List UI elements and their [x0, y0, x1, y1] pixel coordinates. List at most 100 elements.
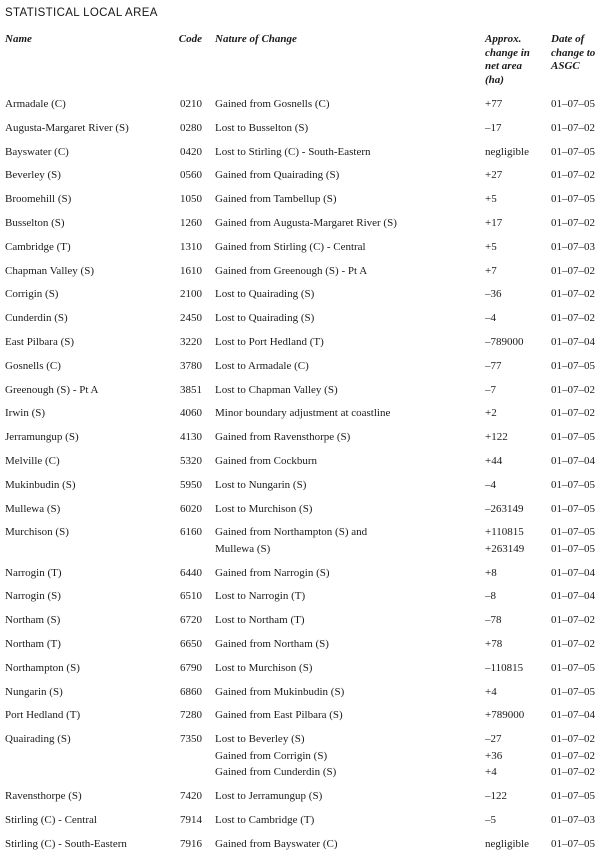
date-cell: 01–07–02: [551, 310, 607, 327]
date-cell-line: 01–07–02: [551, 733, 595, 746]
name-cell-line: Armadale (C): [5, 98, 66, 110]
name-cell-line: Mullewa (S): [5, 502, 61, 515]
date-cell: 01–07–02: [551, 636, 607, 653]
name-cell-line: Gosnells (C): [5, 359, 61, 372]
date-cell: 01–07–02: [551, 382, 607, 399]
code-cell-line: 0280: [180, 121, 202, 134]
nature-cell: Lost to Northam (T): [202, 612, 485, 629]
table-row: Augusta-Margaret River (S) 0280 Lost to Bu…: [0, 120, 607, 137]
name-cell: Bayswater (C): [5, 144, 173, 161]
header-line: change to: [551, 46, 596, 59]
nature-cell: Gained from Greenough (S) - Pt A: [202, 263, 485, 280]
date-cell: 01–07–02: [551, 215, 607, 232]
table-row: Northam (S) 6720 Lost to Northam (T) –78 01–…: [0, 612, 607, 629]
table-row: Irwin (S) 4060 Minor boundary adjustment a…: [0, 405, 607, 422]
nature-cell: Gained from Northam (S): [202, 636, 485, 653]
change-cell-line: +78: [485, 638, 503, 651]
date-cell-line: 01–07–02: [551, 749, 595, 762]
change-cell-line: –78: [485, 614, 502, 627]
code-cell-line: 7420: [180, 790, 202, 803]
name-cell-line: Quairading (S): [5, 733, 71, 746]
date-cell: 01–07–03: [551, 812, 607, 829]
name-cell: Northampton (S): [5, 660, 173, 677]
date-cell-line: 01–07–05: [551, 359, 595, 372]
name-cell-line: Cambridge (T): [5, 240, 71, 253]
name-cell: Corrigin (S): [5, 286, 173, 303]
date-cell: 01–07–05: [551, 684, 607, 701]
date-cell-line: 01–07–02: [551, 288, 595, 301]
code-cell-line: 1610: [180, 264, 202, 277]
code-cell-line: 7350: [180, 733, 202, 746]
header-line: Date of: [551, 33, 585, 45]
nature-cell-line: Gained from Ravensthorpe (S): [215, 431, 351, 444]
code-cell: 6720: [173, 612, 202, 629]
date-cell-line: 01–07–05: [551, 98, 595, 110]
code-cell: 6510: [173, 588, 202, 605]
name-cell: Gosnells (C): [5, 358, 173, 375]
name-cell-line: Northam (S): [5, 614, 61, 627]
code-cell: 6790: [173, 660, 202, 677]
table-row: Mukinbudin (S) 5950 Lost to Nungarin (S) –4…: [0, 477, 607, 494]
code-cell-line: 6160: [180, 526, 202, 539]
change-cell: –8: [485, 588, 551, 605]
change-cell-line: –77: [485, 359, 502, 372]
name-cell: Stirling (C) - Central: [5, 812, 173, 829]
code-cell-line: 4060: [180, 407, 202, 420]
code-cell: 2450: [173, 310, 202, 327]
code-cell: 1050: [173, 191, 202, 208]
table-row: Stirling (C) - South-Eastern 7916 Gained f…: [0, 836, 607, 853]
table-row: East Pilbara (S) 3220 Lost to Port Hedland…: [0, 334, 607, 351]
change-cell: negligible: [485, 836, 551, 853]
change-cell: +8: [485, 565, 551, 582]
name-cell: Broomehill (S): [5, 191, 173, 208]
change-cell: +789000: [485, 707, 551, 724]
nature-cell: Minor boundary adjustment at coastline: [202, 405, 485, 422]
nature-cell-line: Lost to Jerramungup (S): [215, 790, 323, 803]
code-cell-line: 0210: [180, 98, 202, 110]
change-cell-line: –7: [485, 383, 496, 396]
change-cell: +4: [485, 684, 551, 701]
date-cell-line: 01–07–03: [551, 240, 595, 253]
nature-cell: Lost to Port Hedland (T): [202, 334, 485, 351]
code-cell-line: 4130: [180, 431, 202, 444]
table-row: Nungarin (S) 6860 Gained from Mukinbudin (…: [0, 684, 607, 701]
code-cell: 7350: [173, 731, 202, 748]
date-cell-line: 01–07–04: [551, 454, 595, 467]
name-cell-line: Narrogin (S): [5, 590, 61, 603]
nature-cell: Gained from East Pilbara (S): [202, 707, 485, 724]
nature-cell-line: Lost to Cambridge (T): [215, 813, 315, 826]
date-cell: 01–07–05: [551, 660, 607, 677]
nature-cell: Gained from Tambellup (S): [202, 191, 485, 208]
header-line: change in: [485, 46, 530, 59]
change-cell-line: +263149: [485, 542, 525, 555]
change-cell-line: +5: [485, 240, 497, 253]
nature-cell: Gained from Ravensthorpe (S): [202, 429, 485, 446]
code-cell: 0280: [173, 120, 202, 137]
nature-cell: Lost to Nungarin (S): [202, 477, 485, 494]
code-cell: 6020: [173, 501, 202, 518]
change-cell-line: +2: [485, 407, 497, 420]
nature-cell-line: Gained from Cunderdin (S): [215, 766, 337, 779]
date-cell: 01–07–05 01–07–05: [551, 524, 607, 557]
date-cell: 01–07–02: [551, 120, 607, 137]
nature-cell: Lost to Stirling (C) - South-Eastern: [202, 144, 485, 161]
table-row: Chapman Valley (S) 1610 Gained from Greeno…: [0, 263, 607, 280]
change-cell: –7: [485, 382, 551, 399]
name-cell-line: Cunderdin (S): [5, 312, 68, 325]
date-cell-line: 01–07–02: [551, 169, 595, 182]
table-row: Corrigin (S) 2100 Lost to Quairading (S) –3…: [0, 286, 607, 303]
date-cell: 01–07–05: [551, 836, 607, 853]
code-cell: 6440: [173, 565, 202, 582]
table-row: Cambridge (T) 1310 Gained from Stirling (C…: [0, 239, 607, 256]
code-cell: 1260: [173, 215, 202, 232]
date-cell: 01–07–05: [551, 788, 607, 805]
code-cell-line: 7280: [180, 709, 202, 722]
name-cell: Mukinbudin (S): [5, 477, 173, 494]
change-cell-line: +122: [485, 431, 508, 444]
name-cell: Murchison (S): [5, 524, 173, 541]
change-cell-line: –110815: [485, 661, 524, 674]
nature-cell: Lost to Busselton (S): [202, 120, 485, 137]
code-cell-line: 2450: [180, 312, 202, 325]
nature-cell: Gained from Cockburn: [202, 453, 485, 470]
nature-cell: Gained from Gosnells (C): [202, 96, 485, 113]
